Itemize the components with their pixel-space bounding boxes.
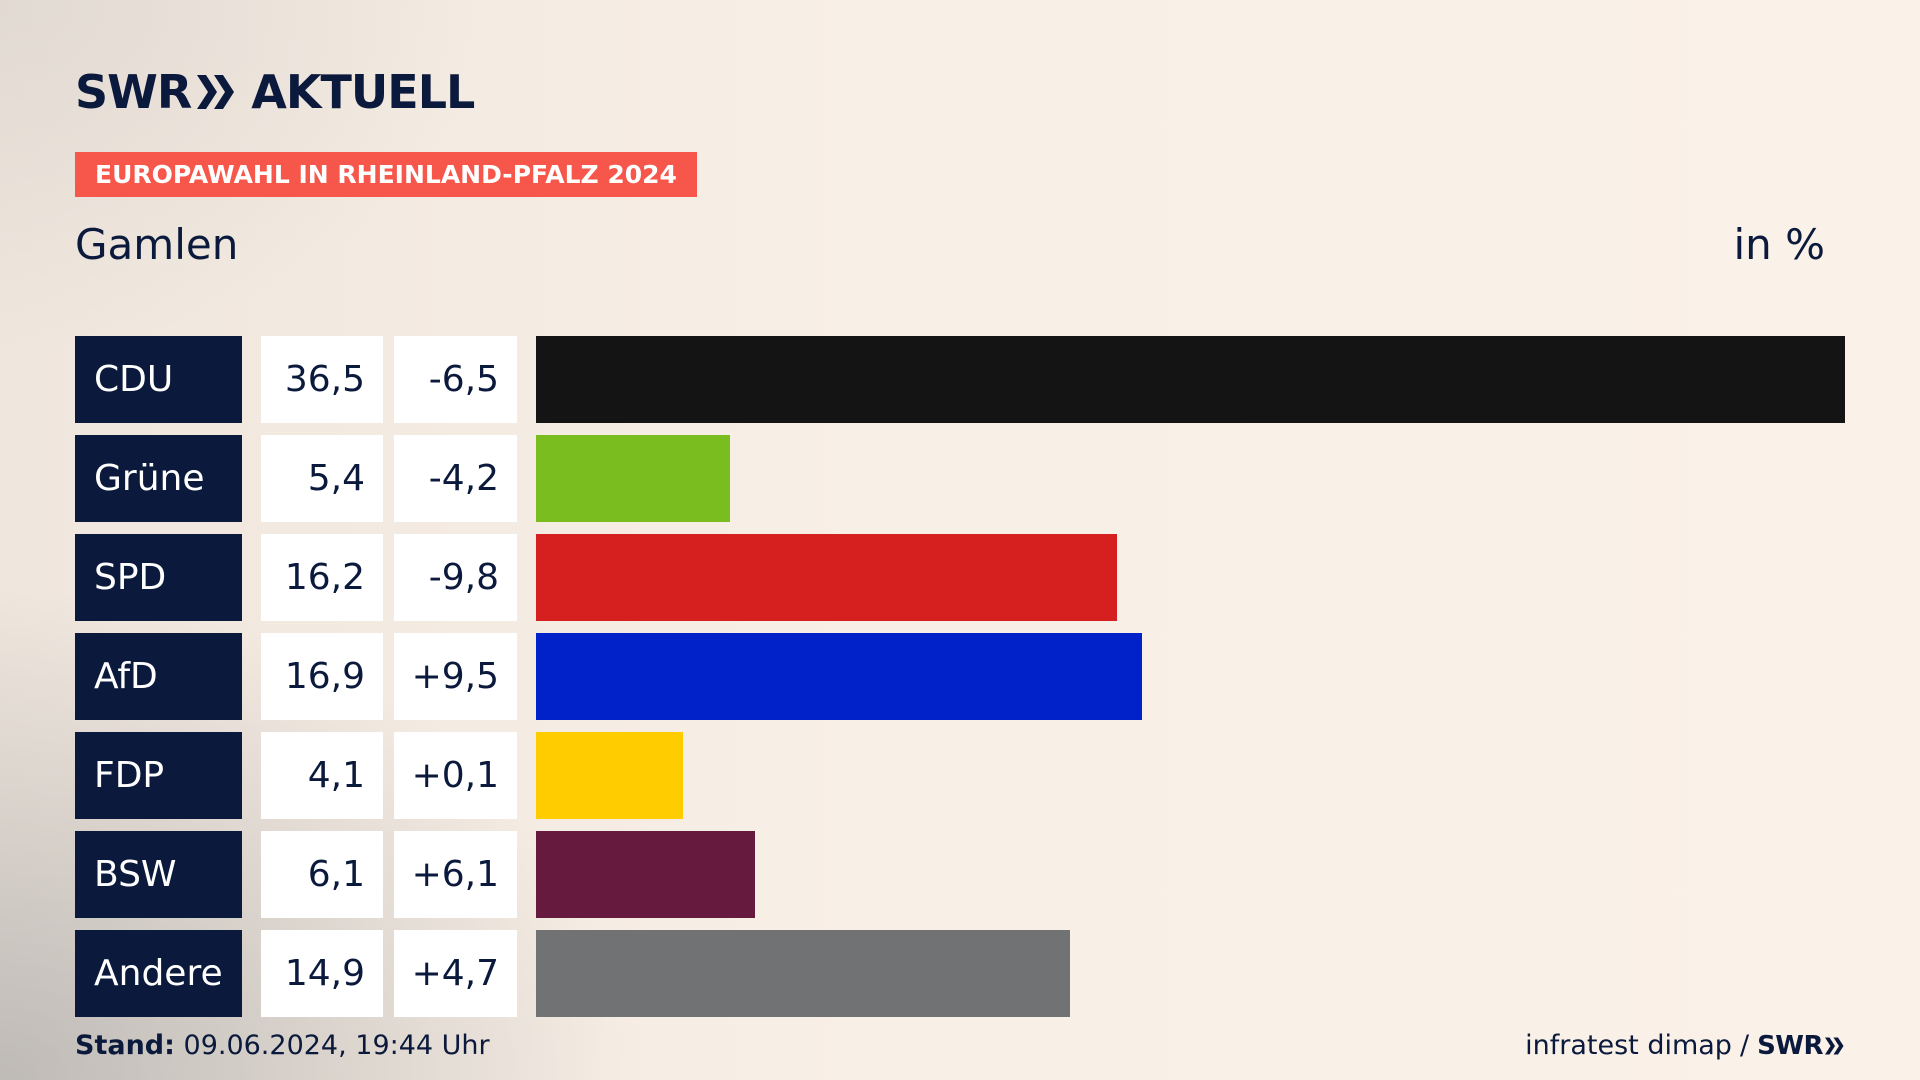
result-bar [536, 633, 1142, 720]
value-label: 16,2 [261, 534, 383, 621]
value-label: 16,9 [261, 633, 383, 720]
change-label: -4,2 [394, 435, 517, 522]
change-label: -6,5 [394, 336, 517, 423]
election-badge: EUROPAWAHL IN RHEINLAND-PFALZ 2024 [75, 152, 697, 197]
party-label: SPD [75, 534, 242, 621]
result-bar [536, 336, 1845, 423]
value-label: 4,1 [261, 732, 383, 819]
source-separator: / [1739, 1030, 1750, 1061]
swr-small-logo: SWR [1757, 1031, 1845, 1061]
result-bar [536, 930, 1070, 1017]
party-label: Grüne [75, 435, 242, 522]
stand-label: Stand: [75, 1030, 175, 1061]
change-label: +4,7 [394, 930, 517, 1017]
change-label: +0,1 [394, 732, 517, 819]
logo-swr-text: SWR [75, 65, 192, 119]
result-row: BSW 6,1 +6,1 [75, 831, 1845, 918]
result-row: FDP 4,1 +0,1 [75, 732, 1845, 819]
logo-aktuell-text: AKTUELL [251, 65, 475, 119]
value-label: 14,9 [261, 930, 383, 1017]
source-label: infratest dimap [1525, 1030, 1732, 1061]
party-label: BSW [75, 831, 242, 918]
double-chevron-icon [197, 75, 235, 109]
party-label: CDU [75, 336, 242, 423]
party-label: FDP [75, 732, 242, 819]
party-label: Andere [75, 930, 242, 1017]
party-label: AfD [75, 633, 242, 720]
stand-value: 09.06.2024, 19:44 Uhr [183, 1030, 490, 1061]
value-label: 6,1 [261, 831, 383, 918]
unit-label: in % [1733, 220, 1825, 269]
result-bar [536, 435, 730, 522]
swr-aktuell-logo: SWR AKTUELL [75, 65, 475, 119]
swr-small-text: SWR [1757, 1030, 1823, 1061]
result-bar [536, 732, 683, 819]
location-title: Gamlen [75, 220, 239, 269]
result-row: SPD 16,2 -9,8 [75, 534, 1845, 621]
change-label: -9,8 [394, 534, 517, 621]
timestamp: Stand: 09.06.2024, 19:44 Uhr [75, 1030, 490, 1061]
result-bar [536, 831, 755, 918]
value-label: 36,5 [261, 336, 383, 423]
result-row: AfD 16,9 +9,5 [75, 633, 1845, 720]
change-label: +6,1 [394, 831, 517, 918]
result-row: CDU 36,5 -6,5 [75, 336, 1845, 423]
change-label: +9,5 [394, 633, 517, 720]
result-row: Andere 14,9 +4,7 [75, 930, 1845, 1017]
source-credit: infratest dimap / SWR [1525, 1030, 1845, 1061]
result-bar [536, 534, 1117, 621]
value-label: 5,4 [261, 435, 383, 522]
result-row: Grüne 5,4 -4,2 [75, 435, 1845, 522]
double-chevron-small-icon [1825, 1037, 1844, 1054]
